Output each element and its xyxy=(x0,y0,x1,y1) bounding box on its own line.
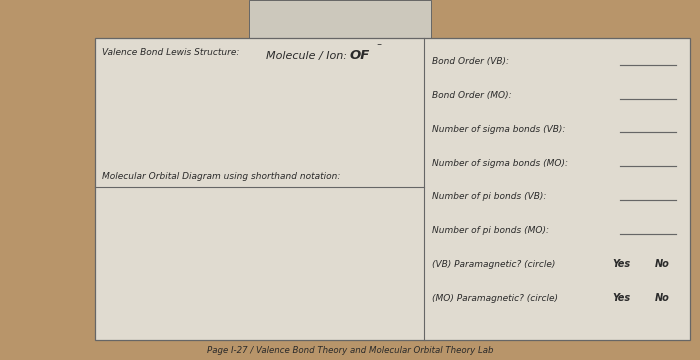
Text: No: No xyxy=(654,293,669,303)
Text: Bond Order (MO):: Bond Order (MO): xyxy=(432,91,512,100)
Text: Bond Order (VB):: Bond Order (VB): xyxy=(432,57,509,66)
Text: Molecular Orbital Diagram using shorthand notation:: Molecular Orbital Diagram using shorthan… xyxy=(102,172,340,181)
Text: Yes: Yes xyxy=(612,259,631,269)
Text: (VB) Paramagnetic? (circle): (VB) Paramagnetic? (circle) xyxy=(432,260,555,269)
Text: Number of sigma bonds (VB):: Number of sigma bonds (VB): xyxy=(432,125,566,134)
Bar xyxy=(94,38,690,340)
Text: Number of pi bonds (VB):: Number of pi bonds (VB): xyxy=(432,192,546,201)
Text: Valence Bond Lewis Structure:: Valence Bond Lewis Structure: xyxy=(102,48,239,57)
Text: No: No xyxy=(654,259,669,269)
Text: Yes: Yes xyxy=(612,293,631,303)
Text: Molecule / Ion:: Molecule / Ion: xyxy=(265,51,350,61)
Text: ⁻: ⁻ xyxy=(376,42,381,52)
Text: (MO) Paramagnetic? (circle): (MO) Paramagnetic? (circle) xyxy=(432,294,558,303)
Text: Page I-27 / Valence Bond Theory and Molecular Orbital Theory Lab: Page I-27 / Valence Bond Theory and Mole… xyxy=(206,346,494,355)
Text: Number of sigma bonds (MO):: Number of sigma bonds (MO): xyxy=(432,159,568,168)
Text: OF: OF xyxy=(350,49,370,62)
Bar xyxy=(248,0,430,38)
Text: Number of pi bonds (MO):: Number of pi bonds (MO): xyxy=(432,226,549,235)
